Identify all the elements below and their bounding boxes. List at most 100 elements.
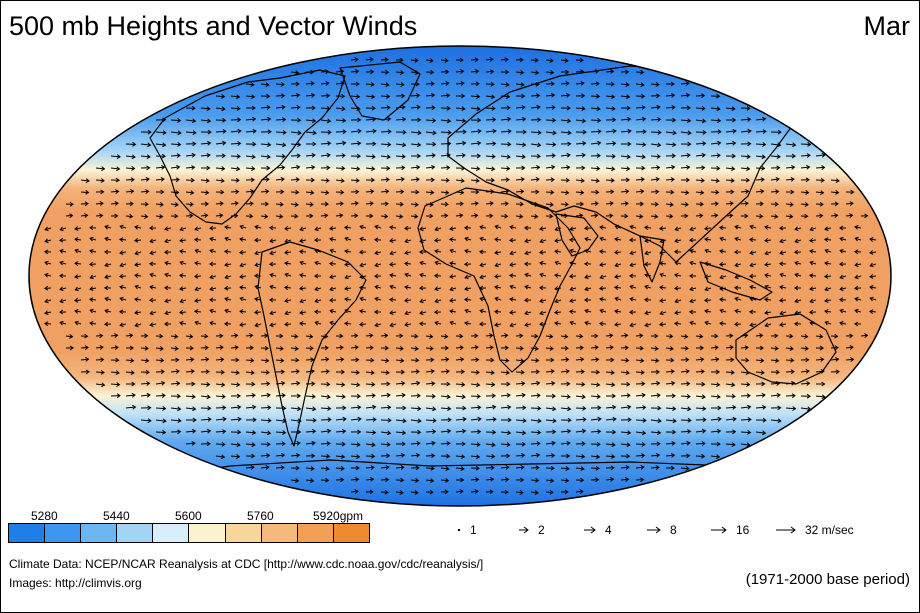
- wind-vector-head: [344, 236, 349, 242]
- wind-vector: [194, 310, 202, 313]
- wind-vector-head: [416, 104, 421, 110]
- wind-vector: [515, 106, 525, 109]
- wind-vector: [230, 455, 240, 458]
- wind-vector: [515, 382, 525, 385]
- wind-vector-head: [656, 430, 662, 436]
- wind-vector-head: [611, 382, 616, 388]
- wind-vector-head: [834, 345, 839, 351]
- wind-vector-head: [537, 406, 542, 411]
- wind-vector: [425, 83, 434, 85]
- wind-vector-head: [327, 406, 332, 411]
- wind-vector-head: [429, 334, 434, 339]
- wind-vector: [410, 407, 421, 410]
- wind-vector-head: [297, 406, 302, 412]
- wind-vector-head: [311, 118, 317, 124]
- wind-vector: [320, 107, 330, 110]
- wind-vector-head: [384, 57, 389, 63]
- wind-vector-head: [326, 394, 331, 400]
- wind-vector: [320, 335, 328, 338]
- wind-vector-head: [419, 272, 424, 278]
- wind-vector-head: [776, 392, 781, 398]
- wind-vector: [440, 358, 449, 361]
- wind-vector: [170, 119, 181, 122]
- wind-vector-head: [504, 477, 510, 482]
- wind-vector: [650, 466, 659, 469]
- wind-vector: [765, 323, 772, 327]
- wind-vector-head: [189, 201, 194, 207]
- wind-vector-head: [238, 250, 244, 255]
- wind-vector: [365, 419, 376, 421]
- wind-vector-head: [99, 201, 104, 206]
- wind-vector: [44, 274, 52, 277]
- wind-vector: [405, 273, 412, 277]
- wind-vector: [665, 419, 676, 422]
- wind-vector: [560, 335, 568, 338]
- wind-vector-head: [354, 477, 360, 482]
- wind-vector: [419, 261, 427, 265]
- wind-vector: [560, 191, 569, 194]
- wind-vector-head: [207, 405, 212, 411]
- wind-vector: [320, 442, 330, 445]
- wind-vector-head: [539, 260, 544, 266]
- wind-vector-head: [614, 322, 619, 327]
- wind-vector-head: [492, 141, 497, 146]
- wind-vector-head: [401, 430, 407, 436]
- wind-vector: [800, 166, 810, 169]
- wind-vector-head: [294, 333, 299, 339]
- wind-vector-head: [641, 381, 646, 387]
- wind-vector-head: [399, 214, 404, 219]
- wind-vector: [560, 467, 569, 470]
- wind-vector-head: [654, 214, 659, 219]
- wind-vector-head: [644, 284, 649, 290]
- wind-vector-head: [340, 357, 345, 362]
- wind-vector: [605, 455, 615, 458]
- wind-vector-head: [237, 117, 242, 123]
- wind-vector-head: [340, 477, 345, 483]
- india-outline: [639, 235, 665, 283]
- wind-vector: [719, 250, 727, 253]
- wind-vector-head: [371, 116, 377, 122]
- wind-vector: [170, 419, 181, 422]
- wind-vector-head: [205, 356, 210, 362]
- wind-vector-head: [371, 166, 376, 172]
- wind-vector-head: [687, 141, 692, 147]
- wind-vector-head: [284, 272, 289, 278]
- wind-vector-head: [654, 201, 659, 207]
- wind-vector: [410, 347, 419, 350]
- wind-vector-head: [806, 153, 811, 158]
- wind-vector: [470, 95, 480, 98]
- wind-vector: [179, 274, 187, 277]
- wind-vector-head: [417, 406, 422, 411]
- wind-vector-head: [537, 418, 542, 424]
- wind-vector: [620, 167, 630, 170]
- wind-reference-label: 2: [538, 523, 545, 537]
- wind-vector-head: [714, 213, 719, 218]
- wind-vector-head: [118, 237, 124, 242]
- wind-vector-head: [309, 213, 314, 219]
- wind-vector: [290, 382, 300, 385]
- wind-vector: [110, 167, 120, 170]
- wind-vector-head: [314, 260, 319, 266]
- wind-vector: [305, 191, 314, 194]
- wind-vector-head: [701, 165, 706, 171]
- wind-vector-head: [190, 190, 195, 195]
- wind-vector: [335, 455, 345, 458]
- wind-vector: [719, 287, 727, 290]
- wind-vector-head: [59, 226, 64, 232]
- wind-vector-head: [119, 296, 124, 302]
- wind-vector: [485, 58, 493, 61]
- wind-vector: [710, 346, 719, 349]
- wind-vector: [755, 130, 766, 133]
- wind-vector-head: [434, 226, 439, 232]
- wind-vector-head: [854, 274, 859, 280]
- wind-vector-head: [418, 285, 424, 291]
- wind-vector-head: [819, 334, 824, 339]
- wind-vector-head: [790, 369, 795, 375]
- wind-vector: [380, 83, 389, 86]
- wind-vector: [119, 286, 127, 289]
- wind-vector: [365, 130, 376, 133]
- wind-vector-head: [310, 177, 316, 183]
- wind-vector-head: [296, 164, 301, 170]
- wind-vector: [485, 190, 494, 193]
- wind-vector-head: [250, 177, 256, 183]
